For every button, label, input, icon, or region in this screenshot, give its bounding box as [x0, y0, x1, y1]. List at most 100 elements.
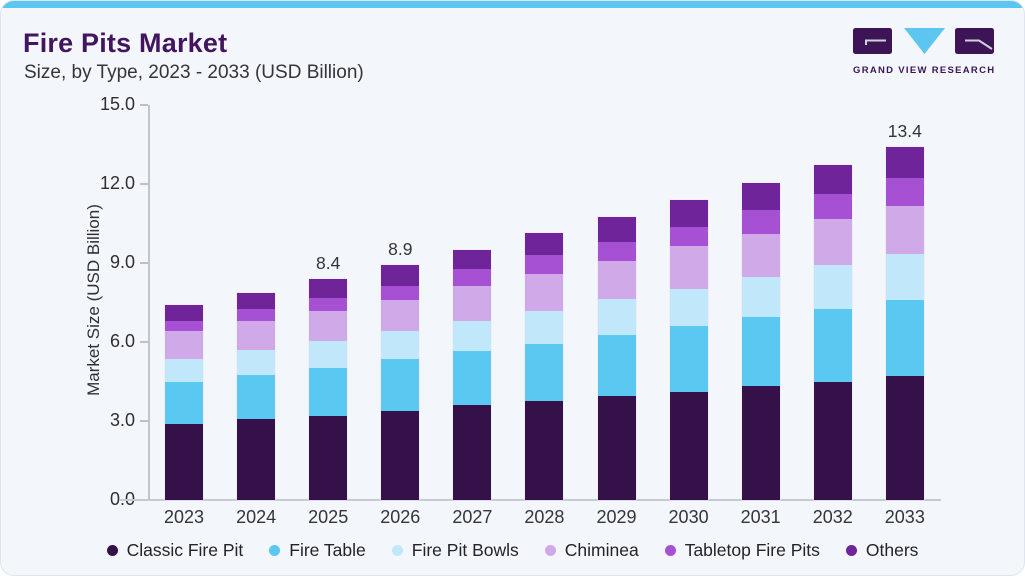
- bar-segment-tabletop-fire-pits: [165, 321, 204, 332]
- legend-dot-icon: [544, 545, 556, 556]
- bar-segment-tabletop-fire-pits: [669, 226, 708, 247]
- bar-2031: [741, 183, 780, 500]
- legend-item-fire-pit-bowls: Fire Pit Bowls: [391, 540, 519, 561]
- bar-2029: [597, 216, 636, 500]
- bar-2028: [525, 232, 564, 500]
- bar-segment-classic-fire-pit: [597, 396, 636, 500]
- bar-segment-fire-pit-bowls: [453, 320, 492, 351]
- bar-segment-fire-pit-bowls: [381, 330, 420, 360]
- bar-segment-fire-table: [453, 350, 492, 406]
- legend-dot-icon: [845, 545, 857, 556]
- bar-segment-classic-fire-pit: [813, 382, 852, 500]
- legend-label: Classic Fire Pit: [126, 540, 244, 560]
- y-axis-line: [148, 105, 150, 500]
- legend-item-tabletop-fire-pits: Tabletop Fire Pits: [664, 540, 820, 561]
- bar-segment-fire-pit-bowls: [597, 299, 636, 336]
- bar-segment-fire-pit-bowls: [525, 311, 564, 344]
- x-tick-label-2032: 2032: [812, 507, 853, 527]
- bar-segment-others: [741, 183, 780, 210]
- x-axis-line: [119, 499, 941, 501]
- bar-segment-classic-fire-pit: [381, 410, 420, 500]
- legend-label: Fire Pit Bowls: [411, 540, 519, 560]
- x-tick-label-2026: 2026: [380, 507, 421, 527]
- legend-item-fire-table: Fire Table: [269, 540, 366, 561]
- y-tick-mark: [140, 104, 148, 106]
- bar-segment-others: [165, 304, 204, 322]
- bar-total-label-2025: 8.4: [316, 252, 341, 273]
- bar-segment-fire-pit-bowls: [669, 288, 708, 327]
- x-tick-label-2027: 2027: [452, 507, 493, 527]
- bar-2024: [237, 292, 276, 501]
- grand-view-research-logo: GRAND VIEW RESEARCH: [853, 28, 994, 76]
- y-tick-mark: [140, 341, 148, 343]
- bar-segment-chiminea: [813, 219, 852, 265]
- bar-segment-fire-table: [165, 381, 204, 425]
- bar-segment-fire-pit-bowls: [309, 341, 348, 368]
- y-tick-mark: [140, 262, 148, 264]
- top-accent-bar: [1, 1, 1024, 8]
- bar-segment-classic-fire-pit: [309, 415, 348, 500]
- bar-segment-fire-table: [669, 326, 708, 393]
- bar-segment-classic-fire-pit: [741, 385, 780, 500]
- bar-segment-classic-fire-pit: [453, 405, 492, 500]
- bar-segment-fire-table: [381, 359, 420, 411]
- x-tick-label-2029: 2029: [596, 507, 637, 527]
- legend-dot-icon: [269, 545, 281, 556]
- x-tick-label-2028: 2028: [524, 507, 565, 527]
- y-tick-label: 3.0: [109, 410, 135, 430]
- stacked-bar-plot: 8.4 8.9 13.4: [148, 105, 941, 500]
- bar-segment-fire-table: [597, 335, 636, 397]
- bar-segment-others: [453, 249, 492, 270]
- bar-segment-tabletop-fire-pits: [741, 209, 780, 235]
- bar-segment-others: [597, 216, 636, 243]
- bar-segment-others: [525, 232, 564, 256]
- y-tick-label: 12.0: [99, 173, 135, 193]
- bar-segment-tabletop-fire-pits: [237, 309, 276, 321]
- y-tick-mark: [140, 183, 148, 185]
- bar-segment-tabletop-fire-pits: [453, 269, 492, 286]
- bar-segment-fire-pit-bowls: [237, 350, 276, 375]
- bar-segment-others: [309, 278, 348, 299]
- bar-segment-chiminea: [453, 285, 492, 321]
- bar-segment-chiminea: [381, 299, 420, 331]
- bar-segment-fire-table: [237, 374, 276, 420]
- y-tick-label: 15.0: [99, 94, 135, 114]
- bar-segment-tabletop-fire-pits: [525, 255, 564, 274]
- gvr-logo-icon: [853, 28, 994, 54]
- bar-segment-tabletop-fire-pits: [813, 194, 852, 220]
- bar-segment-others: [237, 292, 276, 310]
- bar-segment-chiminea: [885, 205, 924, 254]
- bar-segment-classic-fire-pit: [165, 424, 204, 500]
- bar-segment-chiminea: [237, 320, 276, 351]
- bar-segment-chiminea: [597, 261, 636, 300]
- bar-segment-others: [813, 164, 852, 194]
- legend-label: Others: [865, 540, 919, 560]
- x-tick-label-2025: 2025: [308, 507, 349, 527]
- bar-segment-chiminea: [741, 234, 780, 277]
- legend-item-classic-fire-pit: Classic Fire Pit: [106, 540, 244, 561]
- bar-total-label-2026: 8.9: [388, 239, 413, 260]
- x-axis-labels: 2023 2024 2025 2026 2027 2028 2029 2030 2031 2032…: [148, 507, 941, 528]
- bar-segment-fire-table: [309, 367, 348, 416]
- bar-total-label-2033: 13.4: [887, 121, 922, 142]
- bar-segment-classic-fire-pit: [669, 392, 708, 500]
- legend-item-chiminea: Chiminea: [544, 540, 639, 561]
- legend-label: Fire Table: [289, 540, 366, 560]
- y-tick-label: 6.0: [109, 331, 135, 351]
- x-tick-label-2033: 2033: [884, 507, 925, 527]
- x-tick-label-2030: 2030: [668, 507, 709, 527]
- bar-segment-chiminea: [165, 331, 204, 360]
- bar-segment-others: [885, 147, 924, 179]
- bar-segment-fire-pit-bowls: [885, 253, 924, 300]
- page-subtitle: Size, by Type, 2023 - 2033 (USD Billion): [24, 62, 364, 83]
- bar-2027: [453, 249, 492, 500]
- bar-segment-fire-pit-bowls: [813, 264, 852, 310]
- bar-2023: [165, 304, 204, 500]
- legend-dot-icon: [391, 545, 403, 556]
- bar-2025: 8.4: [309, 253, 348, 500]
- bar-segment-others: [669, 199, 708, 227]
- x-tick-label-2023: 2023: [164, 507, 205, 527]
- logo-brand-text: GRAND VIEW RESEARCH: [853, 65, 996, 76]
- legend-item-others: Others: [845, 540, 919, 561]
